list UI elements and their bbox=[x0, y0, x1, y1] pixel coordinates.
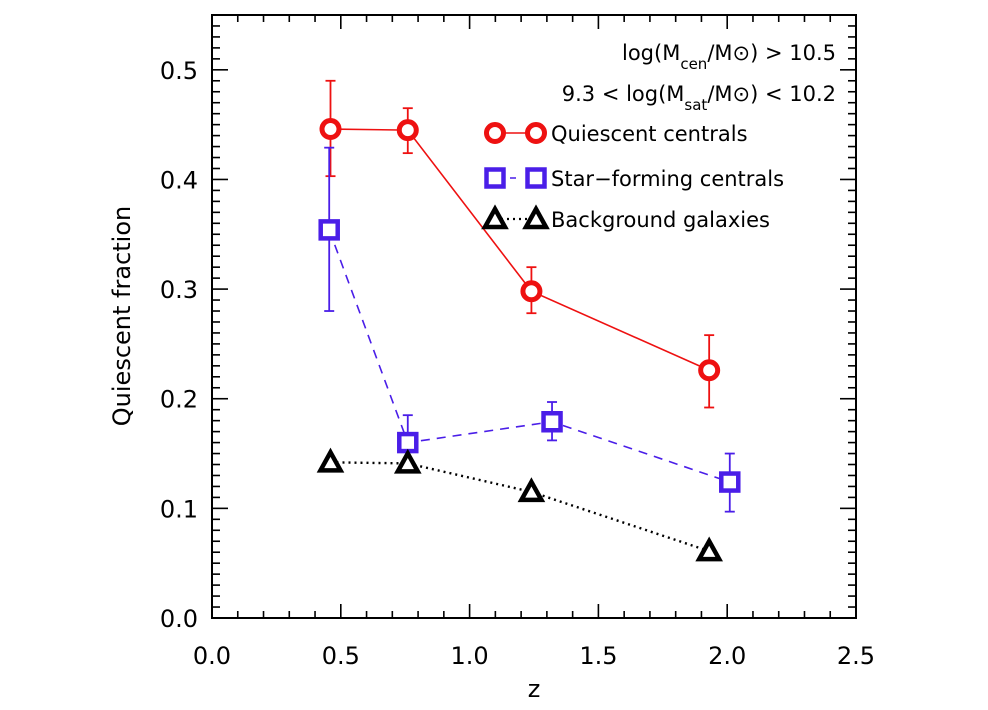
data-point bbox=[316, 447, 345, 473]
data-point bbox=[520, 280, 543, 303]
x-tick-label: 0.5 bbox=[322, 642, 360, 670]
data-point bbox=[318, 219, 340, 241]
y-tick-label: 0.0 bbox=[160, 605, 198, 633]
x-axis-label: z bbox=[528, 675, 541, 703]
legend-item: Background galaxies bbox=[481, 204, 770, 232]
series-layer bbox=[316, 79, 741, 562]
annotation-satellite-mass: 9.3 < log(Msat/M⊙) < 10.2 bbox=[562, 82, 836, 114]
series-background-galaxies bbox=[316, 447, 723, 562]
plot-frame bbox=[211, 14, 857, 619]
series-quiescent-centrals bbox=[319, 79, 721, 409]
legend-label: Star−forming centrals bbox=[551, 167, 784, 191]
legend-marker bbox=[481, 204, 509, 230]
series-line bbox=[330, 461, 710, 553]
annotation-subscript: sat bbox=[684, 96, 707, 114]
y-tick-label: 0.5 bbox=[160, 57, 198, 85]
y-tick-label: 0.3 bbox=[160, 276, 198, 304]
legend-item: Quiescent centrals bbox=[484, 122, 748, 146]
x-tick-label: 2.5 bbox=[837, 642, 875, 670]
legend-label: Background galaxies bbox=[551, 208, 770, 232]
annotation-text: 9.3 < log(M bbox=[562, 82, 685, 106]
annotation-text: /M⊙) < 10.2 bbox=[707, 82, 836, 106]
legend-marker bbox=[525, 167, 547, 189]
data-point bbox=[319, 118, 342, 141]
axes: 0.0 0.5 1.0 1.5 2.0 2.5 0.0 0.1 0.2 0.3 0.4 0.5 bbox=[160, 14, 875, 670]
legend-marker bbox=[484, 167, 506, 189]
y-tick-label: 0.4 bbox=[160, 166, 198, 194]
y-axis-label: Quiescent fraction bbox=[108, 206, 136, 426]
data-point bbox=[698, 359, 721, 382]
data-point bbox=[541, 411, 563, 433]
x-tick-label: 2.0 bbox=[708, 642, 746, 670]
legend-marker bbox=[484, 122, 506, 144]
x-tick-label: 1.0 bbox=[451, 642, 489, 670]
legend-marker bbox=[522, 204, 550, 230]
legend-marker bbox=[525, 122, 547, 144]
y-tick-label: 0.1 bbox=[160, 495, 198, 523]
series-star-forming-centrals bbox=[318, 146, 741, 513]
y-tick-label: 0.2 bbox=[160, 386, 198, 414]
legend-label: Quiescent centrals bbox=[551, 122, 748, 146]
data-point bbox=[397, 431, 419, 454]
x-tick-label: 1.5 bbox=[579, 642, 617, 670]
legend-item: Star−forming centrals bbox=[484, 167, 784, 191]
data-point bbox=[393, 448, 422, 474]
data-point bbox=[396, 119, 419, 142]
annotation-central-mass: log(Mcen/M⊙) > 10.5 bbox=[622, 41, 836, 73]
legend: Quiescent centrals Star−forming centrals B… bbox=[481, 122, 784, 232]
data-point bbox=[517, 477, 546, 503]
data-point bbox=[695, 536, 723, 562]
data-point bbox=[719, 471, 741, 493]
x-tick-label: 0.0 bbox=[193, 642, 231, 670]
series-line bbox=[328, 229, 731, 483]
series-line bbox=[330, 128, 710, 371]
